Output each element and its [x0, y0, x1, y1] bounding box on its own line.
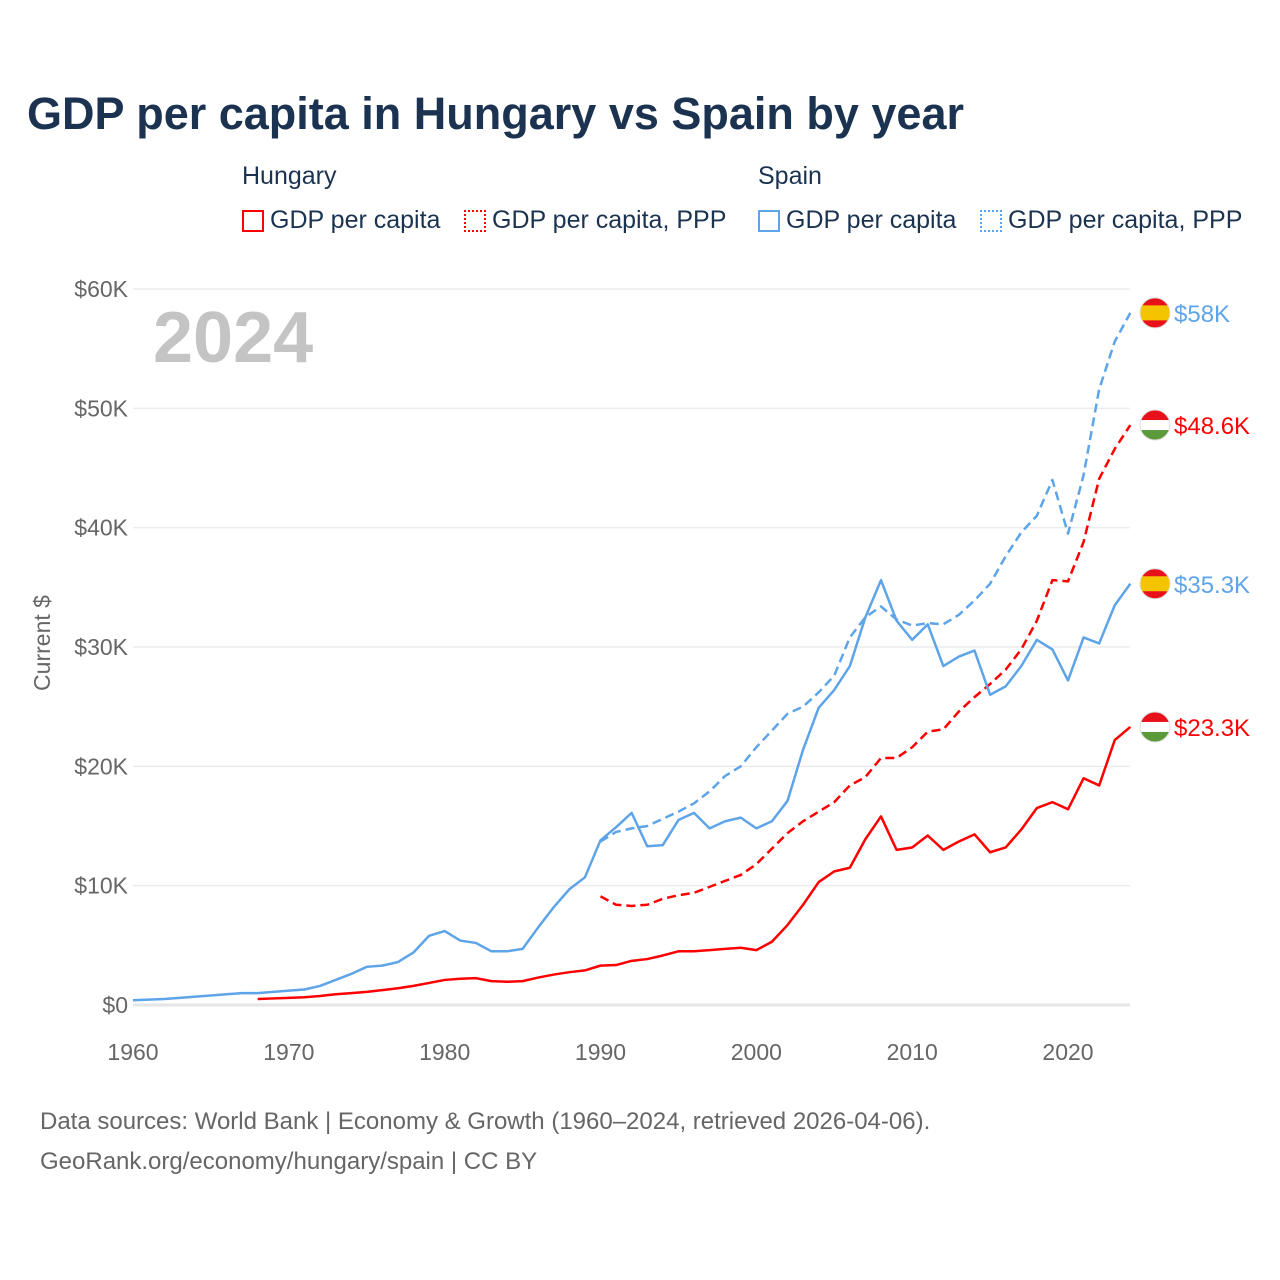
y-tick-label: $50K	[74, 395, 128, 421]
series-line-spain-gdp-per-capita	[132, 578, 1132, 1002]
x-tick-label: 2020	[1042, 1039, 1093, 1065]
legend-hungary-ppp[interactable]: GDP per capita, PPP	[464, 206, 726, 235]
y-tick-label: $0	[102, 992, 128, 1018]
year-label: 2024	[153, 298, 313, 378]
end-value-label: $48.6K	[1174, 413, 1250, 440]
legend-spain-ppp[interactable]: GDP per capita, PPP	[980, 206, 1242, 235]
legend-label: GDP per capita	[786, 206, 957, 234]
end-value-label: $23.3K	[1174, 715, 1250, 742]
legend-hungary-gdp[interactable]: GDP per capita	[242, 206, 440, 235]
source-link[interactable]: GeoRank.org/economy/hungary/spain | CC B…	[40, 1148, 538, 1175]
y-tick-label: $10K	[74, 873, 128, 899]
end-value-label: $35.3K	[1174, 572, 1250, 599]
x-tick-label: 1980	[419, 1039, 470, 1065]
legend-label: GDP per capita, PPP	[1008, 206, 1243, 234]
series-line-spain-gdp-per-capita-ppp	[599, 312, 1132, 843]
hungary-flag-icon	[1139, 711, 1171, 743]
hungary-flag-icon	[1139, 409, 1171, 441]
series-line-hungary-gdp-per-capita	[257, 725, 1132, 1001]
series-line-hungary-gdp-per-capita-ppp	[599, 424, 1132, 908]
x-tick-label: 1960	[107, 1039, 158, 1065]
spain-flag-icon	[1139, 568, 1171, 600]
y-tick-label: $30K	[74, 634, 128, 660]
y-tick-label: $40K	[74, 515, 128, 541]
chart-title: GDP per capita in Hungary vs Spain by ye…	[27, 88, 965, 139]
legend-group-hungary: Hungary	[242, 162, 337, 190]
y-tick-label: $20K	[74, 753, 128, 779]
x-tick-label: 1990	[575, 1039, 626, 1065]
y-axis-label: Current $	[29, 595, 55, 691]
x-tick-label: 2010	[887, 1039, 938, 1065]
y-tick-label: $60K	[74, 276, 128, 302]
legend-swatch-solid	[242, 209, 264, 232]
x-tick-label: 2000	[731, 1039, 782, 1065]
legend-label: GDP per capita, PPP	[492, 206, 727, 234]
legend-swatch-dotted	[464, 209, 486, 232]
spain-flag-icon	[1139, 297, 1171, 329]
legend-swatch-dotted	[980, 209, 1002, 232]
x-tick-label: 1970	[263, 1039, 314, 1065]
end-value-label: $58K	[1174, 301, 1230, 328]
source-text: Data sources: World Bank | Economy & Gro…	[40, 1108, 931, 1135]
legend-swatch-solid	[758, 209, 780, 232]
legend-spain-gdp[interactable]: GDP per capita	[758, 206, 956, 235]
legend-label: GDP per capita	[270, 206, 441, 234]
legend-group-spain: Spain	[758, 162, 822, 190]
